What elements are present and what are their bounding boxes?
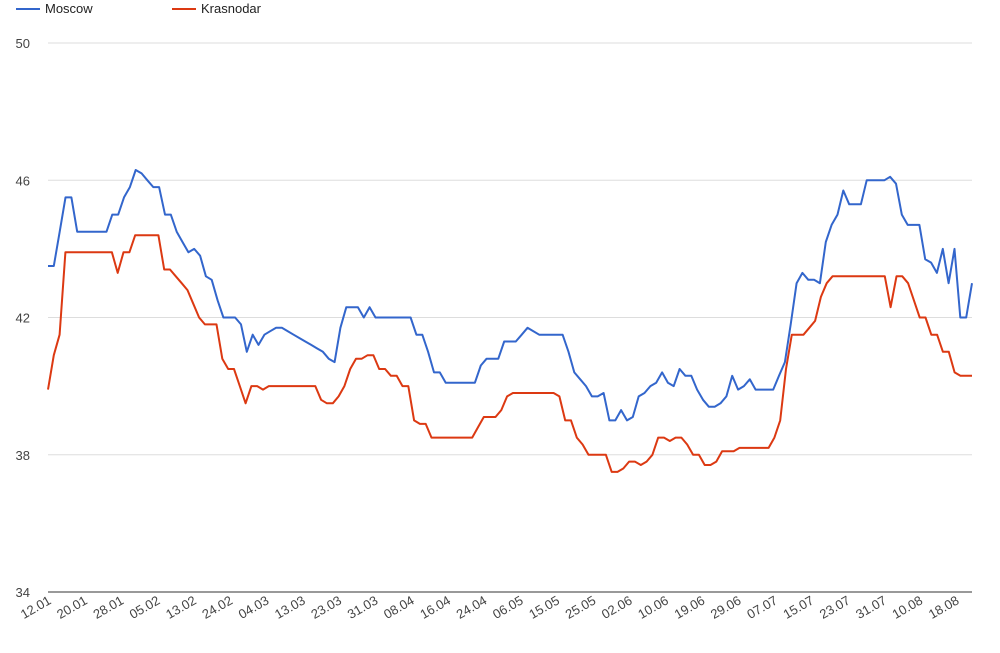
x-tick-label: 13.02 <box>163 593 199 622</box>
legend-item-moscow[interactable]: Moscow <box>16 1 93 16</box>
x-tick-label: 19.06 <box>672 593 708 622</box>
x-tick-label: 20.01 <box>54 593 90 622</box>
x-tick-label: 23.03 <box>308 593 344 622</box>
x-tick-label: 15.07 <box>781 593 817 622</box>
x-tick-label: 29.06 <box>708 593 744 622</box>
plot-area <box>47 169 973 473</box>
legend-label-krasnodar: Krasnodar <box>201 1 262 16</box>
legend-label-moscow: Moscow <box>45 1 93 16</box>
y-tick-label: 50 <box>16 36 30 51</box>
x-tick-label: 10.08 <box>889 593 925 622</box>
x-tick-label: 13.03 <box>272 593 308 622</box>
x-tick-label: 02.06 <box>599 593 635 622</box>
x-tick-label: 16.04 <box>417 593 453 622</box>
y-tick-label: 42 <box>16 311 30 326</box>
x-tick-label: 15.05 <box>526 593 562 622</box>
x-axis: 12.01 20.01 28.01 05.02 13.02 24.02 04.03 13.03… <box>18 593 962 622</box>
legend: Moscow Krasnodar <box>16 1 262 16</box>
x-tick-label: 25.05 <box>563 593 599 622</box>
x-tick-label: 07.07 <box>744 593 780 622</box>
y-tick-label: 38 <box>16 448 30 463</box>
y-tick-label: 46 <box>16 173 30 188</box>
x-tick-label: 04.03 <box>236 593 272 622</box>
legend-item-krasnodar[interactable]: Krasnodar <box>172 1 262 16</box>
y-axis: 34 38 42 46 50 <box>16 36 30 600</box>
series-line-moscow[interactable] <box>48 169 973 422</box>
x-tick-label: 10.06 <box>635 593 671 622</box>
x-tick-label: 06.05 <box>490 593 526 622</box>
series-line-krasnodar[interactable] <box>47 234 972 473</box>
x-tick-label: 23.07 <box>817 593 853 622</box>
x-tick-label: 31.03 <box>345 593 381 622</box>
y-tick-label: 34 <box>16 585 30 600</box>
gridlines <box>48 42 972 593</box>
x-tick-label: 24.04 <box>454 593 490 622</box>
x-tick-label: 24.02 <box>199 593 235 622</box>
x-tick-label: 28.01 <box>90 593 126 622</box>
x-tick-label: 31.07 <box>853 593 889 622</box>
x-tick-label: 08.04 <box>381 593 417 622</box>
x-tick-label: 18.08 <box>926 593 962 622</box>
x-tick-label: 05.02 <box>127 593 163 622</box>
